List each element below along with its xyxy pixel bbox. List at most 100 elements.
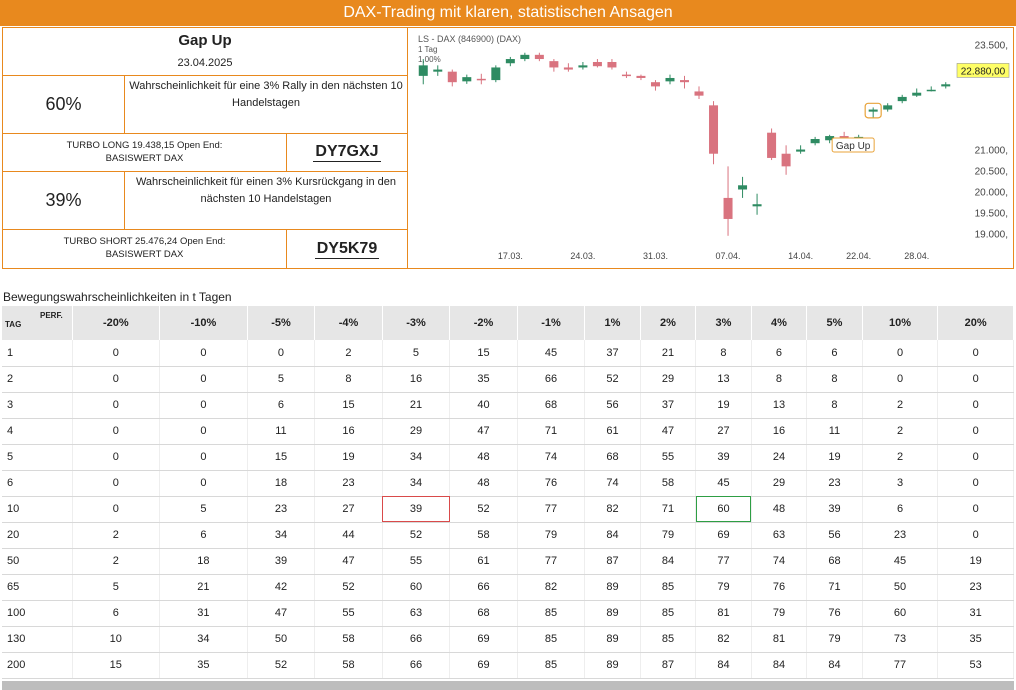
tag-cell: 100 [2,600,73,627]
probability-cell: 45 [695,470,752,497]
probability-cell: 39 [247,548,316,575]
turbo-long-row: TURBO LONG 19.438,15 Open End: BASISWERT… [3,134,407,172]
probability-cell: 53 [937,652,1014,679]
probability-cell: 0 [937,522,1014,549]
probability-cell: 79 [517,522,586,549]
candle-body [810,139,820,144]
x-tick-label: 17.03. [498,251,523,261]
probability-cell: 6 [247,392,316,419]
probability-cell: 29 [640,366,697,393]
y-tick-label: 19.500, [975,209,1008,220]
candle-body [723,197,733,219]
probability-cell: 8 [314,366,383,393]
probability-cell: 81 [695,600,752,627]
current-price-label: 22.880,00 [961,66,1006,77]
probability-cell: 55 [382,548,451,575]
candle-body [520,54,530,60]
tag-header-label: TAG [5,320,22,329]
decline-probability-row: 39% Wahrscheinlichkeit für einen 3% Kurs… [3,172,407,230]
probability-cell: 8 [806,392,863,419]
probability-cell: 5 [159,496,248,523]
probability-cell: 84 [640,548,697,575]
probability-cell: 39 [382,496,451,523]
probability-cell: 89 [584,626,641,653]
probability-cell: 23 [862,522,939,549]
probability-cell: 47 [314,548,383,575]
probability-cell: 0 [72,366,161,393]
probability-cell: 0 [862,340,939,367]
probability-cell: 66 [382,652,451,679]
turbo-short-row: TURBO SHORT 25.476,24 Open End: BASISWER… [3,230,407,268]
probability-cell: 47 [449,418,518,445]
probability-cell: 77 [695,548,752,575]
candle-body [868,109,878,112]
candle-body [825,136,835,141]
candle-body [665,77,675,82]
probability-cell: 60 [382,574,451,601]
candle-body [505,59,515,64]
chart-scale-label: 1,00% [418,55,441,64]
probability-cell: 77 [517,496,586,523]
probability-cell: 0 [72,340,161,367]
candle-body [491,67,501,81]
probability-cell: 76 [517,470,586,497]
probability-cell: 69 [449,626,518,653]
turbo-short-code-link[interactable]: DY5K79 [314,239,380,259]
column-header: -3% [382,306,451,340]
probability-cell: 15 [72,652,161,679]
candle-body [694,91,704,96]
table-row: 3 0 0 6 15 21 40 68 56 37 19 13 8 2 0 [2,392,1014,419]
candle-body [781,153,791,167]
probability-cell: 69 [695,522,752,549]
probability-cell: 0 [159,444,248,471]
probability-cell: 85 [517,652,586,679]
column-header: -4% [314,306,383,340]
x-tick-label: 31.03. [643,251,668,261]
column-header: 1% [584,306,641,340]
probability-cell: 68 [584,444,641,471]
probability-cell: 13 [751,392,808,419]
probability-cell: 16 [751,418,808,445]
candle-body [476,78,486,81]
probability-cell: 89 [584,600,641,627]
signal-date: 23.04.2025 [177,57,233,69]
probability-cell: 68 [517,392,586,419]
probability-cell: 15 [449,340,518,367]
x-tick-label: 14.04. [788,251,813,261]
probability-cell: 58 [314,626,383,653]
probability-cell: 6 [751,340,808,367]
probability-cell: 48 [449,470,518,497]
y-tick-label: 21.000, [975,146,1008,157]
candle-body [839,136,849,138]
probability-cell: 47 [640,418,697,445]
probability-cell: 0 [159,418,248,445]
probability-cell: 19 [937,548,1014,575]
gap-up-marker [864,102,882,119]
probability-cell: 85 [517,600,586,627]
turbo-long-code-link[interactable]: DY7GXJ [313,143,381,162]
candle-body [433,69,443,72]
probability-cell: 71 [517,418,586,445]
y-tick-label: 20.500, [975,167,1008,178]
probability-cell: 73 [862,626,939,653]
probability-cell: 50 [247,626,316,653]
probability-cell: 87 [640,652,697,679]
probability-cell: 0 [72,418,161,445]
probability-cell: 61 [449,548,518,575]
candle-body [767,132,777,158]
x-tick-label: 07.04. [716,251,741,261]
probability-cell: 34 [382,470,451,497]
probability-cell: 55 [640,444,697,471]
rally-probability-row: 60% Wahrscheinlichkeit für eine 3% Rally… [3,76,407,134]
decline-probability-text: Wahrscheinlichkeit für einen 3% Kursrück… [135,176,397,205]
chart-interval-label: 1 Tag [418,45,437,54]
probability-cell: 2 [862,444,939,471]
tag-cell: 4 [2,418,73,445]
probability-cell: 0 [159,340,248,367]
table-row: 4 0 0 11 16 29 47 71 61 47 27 16 11 2 0 [2,418,1014,445]
probability-cell: 71 [806,574,863,601]
probability-cell: 0 [72,496,161,523]
probability-cell: 0 [72,470,161,497]
probability-cell: 63 [751,522,808,549]
probability-cell: 84 [806,652,863,679]
